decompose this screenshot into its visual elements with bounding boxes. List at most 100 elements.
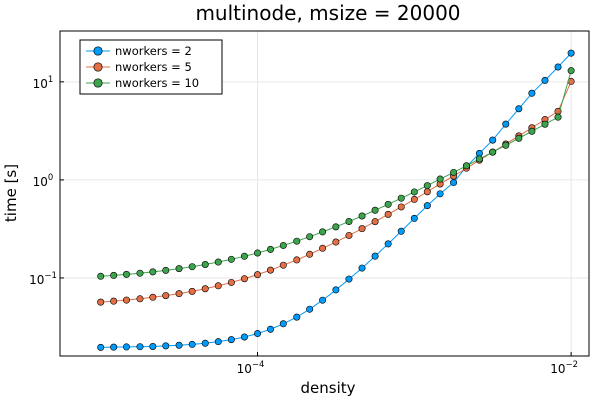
legend-marker [93,78,103,88]
legend-marker [93,62,103,72]
data-point [345,275,353,283]
data-point [122,296,130,304]
x-tick-label: 10−2 [550,360,578,376]
data-point [554,63,562,71]
data-point [384,240,392,248]
legend: nworkers = 2 nworkers = 5 nworkers = 10 [79,39,223,95]
plot-frame [59,30,590,357]
data-point [97,298,105,306]
data-point [371,252,379,260]
data-point [358,225,366,233]
data-point [279,320,287,328]
data-point [110,271,118,279]
data-point [306,305,314,313]
data-point [371,218,379,226]
data-point [97,343,105,351]
data-point [254,249,262,257]
chart-title: multinode, msize = 20000 [195,1,460,25]
data-point [201,339,209,347]
data-point [384,210,392,218]
data-point [462,162,470,170]
data-point [122,270,130,278]
y-tick-label: 100 [33,173,54,189]
data-point [279,261,287,269]
data-point [489,136,497,144]
data-point [345,231,353,239]
data-point [528,89,536,97]
data-point [489,148,497,156]
series-3 [97,67,575,280]
data-point [266,325,274,333]
data-point [293,256,301,264]
data-point [110,297,118,305]
data-point [502,120,510,128]
legend-item: nworkers = 2 [86,44,192,58]
data-point [162,342,170,350]
data-point [436,175,444,183]
data-point [175,341,183,349]
data-point [397,203,405,211]
series-line [100,81,572,303]
data-point [567,67,575,75]
data-point [567,49,575,57]
legend-item: nworkers = 5 [86,60,192,74]
legend-label: nworkers = 10 [115,76,199,90]
data-point [136,269,144,277]
data-point [397,227,405,235]
data-point [188,287,196,295]
data-point [293,237,301,245]
data-point [97,272,105,280]
data-point [319,244,327,252]
data-point [214,258,222,266]
data-point [528,127,536,135]
data-point [436,190,444,198]
data-point [319,296,327,304]
data-point [201,285,209,293]
data-point [541,120,549,128]
x-tick-label: 10−4 [237,360,265,376]
data-point [515,134,523,142]
data-point [410,188,418,196]
data-point [227,336,235,344]
data-point [214,282,222,290]
data-point [149,293,157,301]
data-point [254,330,262,338]
data-point [345,218,353,226]
data-point [397,194,405,202]
data-point [306,233,314,241]
data-point [371,206,379,214]
data-point [423,188,431,196]
data-point [358,264,366,272]
y-tick-label: 101 [33,75,54,91]
data-point [214,338,222,346]
data-point [188,263,196,271]
data-point [358,212,366,220]
data-point [423,202,431,210]
data-point [240,252,248,260]
data-point [122,343,130,351]
data-point [332,238,340,246]
data-point [240,275,248,283]
data-point [423,182,431,190]
data-point [188,340,196,348]
data-point [110,343,118,351]
data-point [240,333,248,341]
data-point [175,265,183,273]
data-point [319,228,327,236]
x-axis-label: density [301,379,356,397]
data-point [227,255,235,263]
data-point [162,292,170,300]
y-tick-label: 10−1 [29,271,57,287]
data-point [149,268,157,276]
data-point [254,271,262,279]
data-point [201,260,209,268]
y-axis-label: time [s] [2,164,20,222]
data-point [279,241,287,249]
legend-label: nworkers = 2 [115,44,192,58]
data-point [266,245,274,253]
data-point [175,290,183,298]
data-point [136,295,144,303]
data-point [410,214,418,222]
legend-label: nworkers = 5 [115,60,192,74]
axis-ticks: 10−4 10−2 10−1 100 101 [29,75,578,376]
